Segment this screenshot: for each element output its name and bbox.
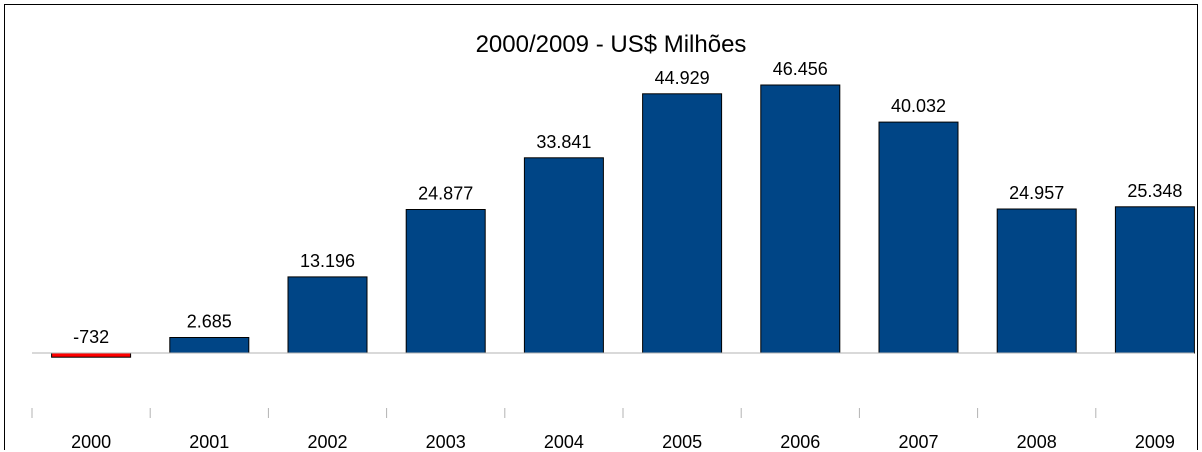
bar-2000: [51, 352, 132, 358]
x-tick-label-2005: 2005: [662, 432, 702, 452]
chart-frame: [4, 4, 1198, 450]
bar-2008: [996, 208, 1077, 354]
bar-2003: [405, 209, 486, 354]
data-label-2008: 24.957: [1009, 183, 1064, 203]
x-tick-label-2000: 2000: [71, 432, 111, 452]
x-tick-label-2003: 2003: [426, 432, 466, 452]
data-label-2000: -732: [73, 327, 109, 347]
x-tick-label-2008: 2008: [1017, 432, 1057, 452]
data-label-2003: 24.877: [418, 184, 473, 204]
data-label-2005: 44.929: [655, 68, 710, 88]
x-tick-label-2007: 2007: [898, 432, 938, 452]
data-label-2001: 2.685: [187, 312, 232, 332]
data-label-2006: 46.456: [773, 59, 828, 79]
data-label-2002: 13.196: [300, 251, 355, 271]
data-label-2007: 40.032: [891, 96, 946, 116]
data-labels-layer: -732 2.685 13.196 24.877 33.841 44.929 46.456 4…: [73, 59, 1182, 347]
x-tick-label-2001: 2001: [189, 432, 229, 452]
x-tick-label-2004: 2004: [544, 432, 584, 452]
bar-2009: [1114, 206, 1195, 354]
data-label-2009: 25.348: [1127, 181, 1182, 201]
x-tick-label-2006: 2006: [780, 432, 820, 452]
bar-2006: [760, 84, 841, 354]
data-label-2004: 33.841: [536, 132, 591, 152]
bar-2005: [642, 93, 723, 354]
bar-2001: [169, 337, 250, 354]
bar-2002: [287, 276, 368, 354]
x-tick-label-2002: 2002: [307, 432, 347, 452]
bar-2007: [878, 121, 959, 354]
x-axis: 2000 2001 2002 2003 2004 2005 2006 2007 2008 2009: [31, 352, 1194, 452]
chart-title: 2000/2009 - US$ Milhões: [476, 31, 747, 58]
x-tick-label-2009: 2009: [1135, 432, 1175, 452]
bar-2004: [523, 157, 604, 354]
